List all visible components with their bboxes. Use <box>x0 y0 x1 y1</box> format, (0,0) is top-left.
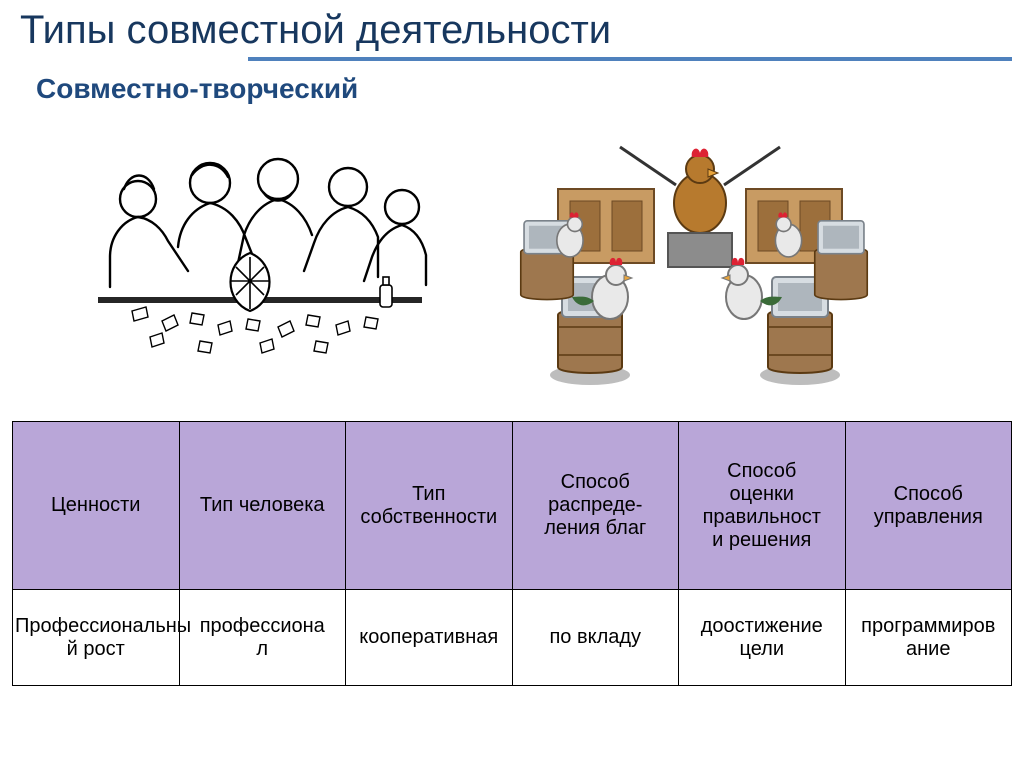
col-values: Ценности <box>13 422 180 590</box>
slide-title: Типы совместной деятельности <box>0 0 1024 57</box>
cell-ownership: кооперативная <box>346 590 513 686</box>
cell-person-type: профессионал <box>179 590 346 686</box>
criteria-table: Ценности Тип человека Типсобственности С… <box>12 421 1012 686</box>
slide-subtitle: Совместно-творческий <box>0 61 1024 109</box>
illustration-right <box>500 115 900 405</box>
people-puzzle-icon <box>80 135 440 405</box>
cell-evaluation: доостижениецели <box>679 590 846 686</box>
table-row: Профессиональный рост профессионал коопе… <box>13 590 1012 686</box>
illustration-left <box>80 135 440 405</box>
cell-distribution: по вкладу <box>512 590 679 686</box>
col-evaluation: Способоценкиправильности решения <box>679 422 846 590</box>
illustration-row <box>0 109 1024 415</box>
col-ownership: Типсобственности <box>346 422 513 590</box>
col-person-type: Тип человека <box>179 422 346 590</box>
col-management: Способуправления <box>845 422 1012 590</box>
col-distribution: Способраспреде-ления благ <box>512 422 679 590</box>
cell-management: программирование <box>845 590 1012 686</box>
cell-values: Профессиональный рост <box>13 590 180 686</box>
roosters-computers-icon <box>500 115 900 405</box>
table-header-row: Ценности Тип человека Типсобственности С… <box>13 422 1012 590</box>
